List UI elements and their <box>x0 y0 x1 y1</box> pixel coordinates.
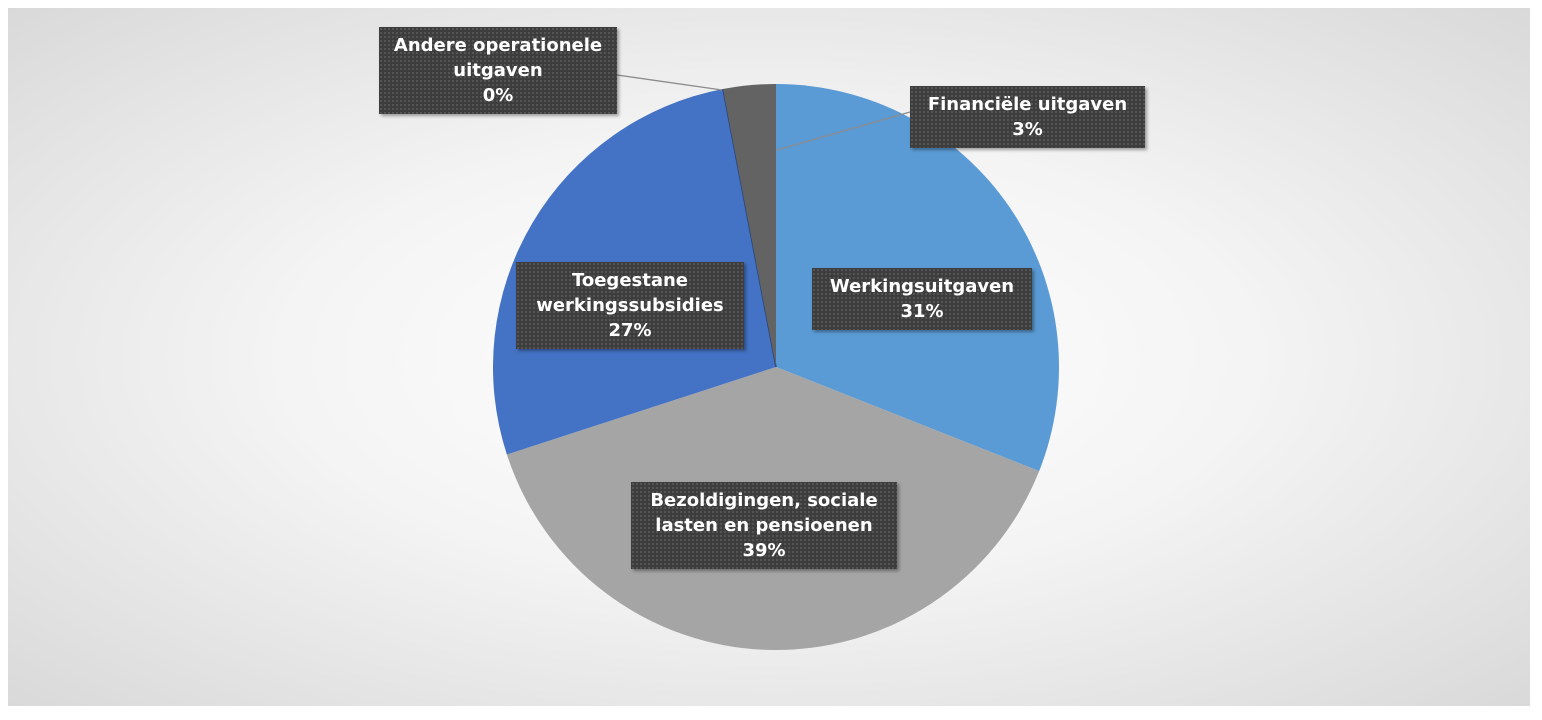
label-value: 39% <box>742 540 786 561</box>
label-name: Werkingsuitgaven <box>829 276 1015 297</box>
data-label: Financiële uitgaven 3% <box>910 86 1145 148</box>
label-name: Financiële uitgaven <box>927 94 1128 115</box>
label-value: 31% <box>900 301 944 322</box>
label-name: Andere operationele uitgaven <box>393 35 603 81</box>
data-label: Bezoldigingen, sociale lasten en pensioe… <box>631 482 897 569</box>
label-value: 3% <box>1012 119 1043 140</box>
label-name: Bezoldigingen, sociale lasten en pensioe… <box>650 490 878 536</box>
label-value: 0% <box>482 85 514 106</box>
data-label: Andere operationele uitgaven 0% <box>379 27 617 114</box>
leader-line <box>616 74 723 91</box>
data-label: Toegestane werkingssubsidies 27% <box>516 262 744 349</box>
label-value: 27% <box>608 320 652 341</box>
leader-line <box>776 111 911 151</box>
label-name: Toegestane werkingssubsidies <box>536 270 724 316</box>
pie-slice <box>722 84 776 367</box>
data-label: Werkingsuitgaven 31% <box>812 268 1032 330</box>
